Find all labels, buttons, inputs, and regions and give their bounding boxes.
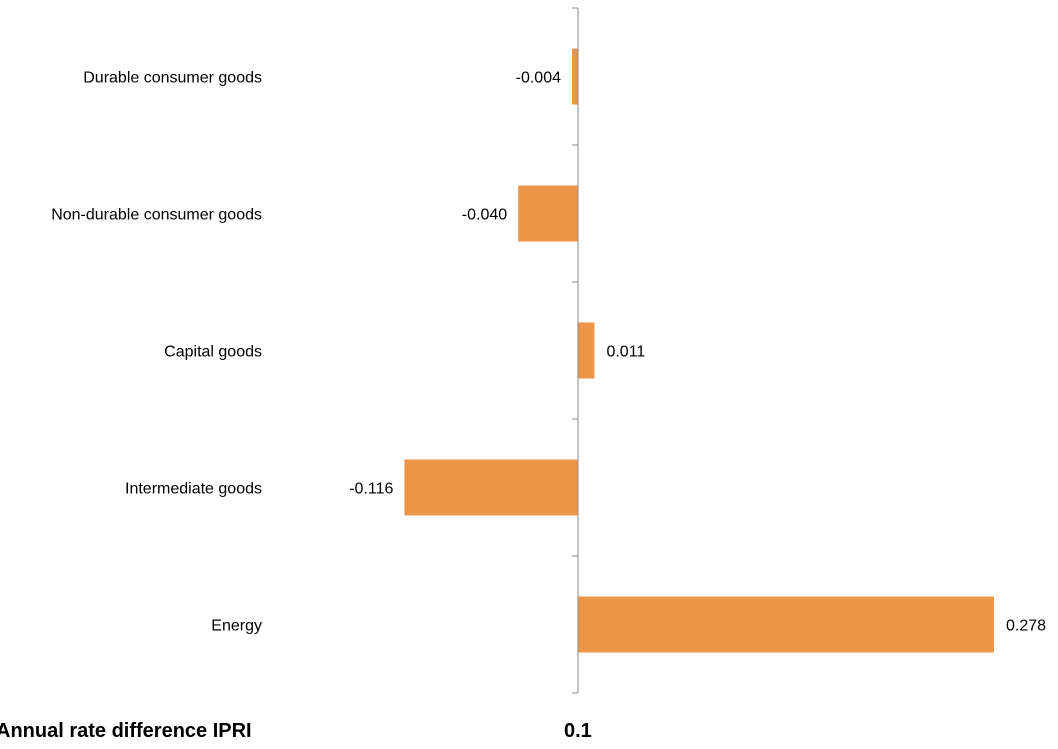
value-label: -0.004	[516, 70, 561, 87]
category-label: Non-durable consumer goods	[51, 207, 262, 224]
value-label: 0.011	[606, 344, 645, 361]
bars-group	[404, 48, 994, 653]
value-label: -0.040	[462, 207, 507, 224]
bar	[404, 459, 578, 516]
footer-value: 0.1	[564, 720, 592, 742]
category-label: Energy	[211, 618, 262, 635]
bar	[572, 48, 578, 105]
bar	[518, 185, 578, 242]
labels-group: Durable consumer goods -0.004 Non-durable …	[51, 70, 1046, 635]
bar-chart: Durable consumer goods -0.004 Non-durable …	[51, 7, 1046, 694]
y-axis	[572, 7, 579, 694]
value-label: 0.278	[1006, 618, 1046, 635]
category-label: Durable consumer goods	[83, 70, 262, 87]
category-label: Intermediate goods	[125, 481, 262, 498]
bar	[578, 596, 994, 653]
value-label: -0.116	[349, 481, 393, 498]
category-label: Capital goods	[164, 344, 262, 361]
bar	[578, 322, 595, 379]
footer-label: Annual rate difference IPRI	[0, 720, 252, 742]
